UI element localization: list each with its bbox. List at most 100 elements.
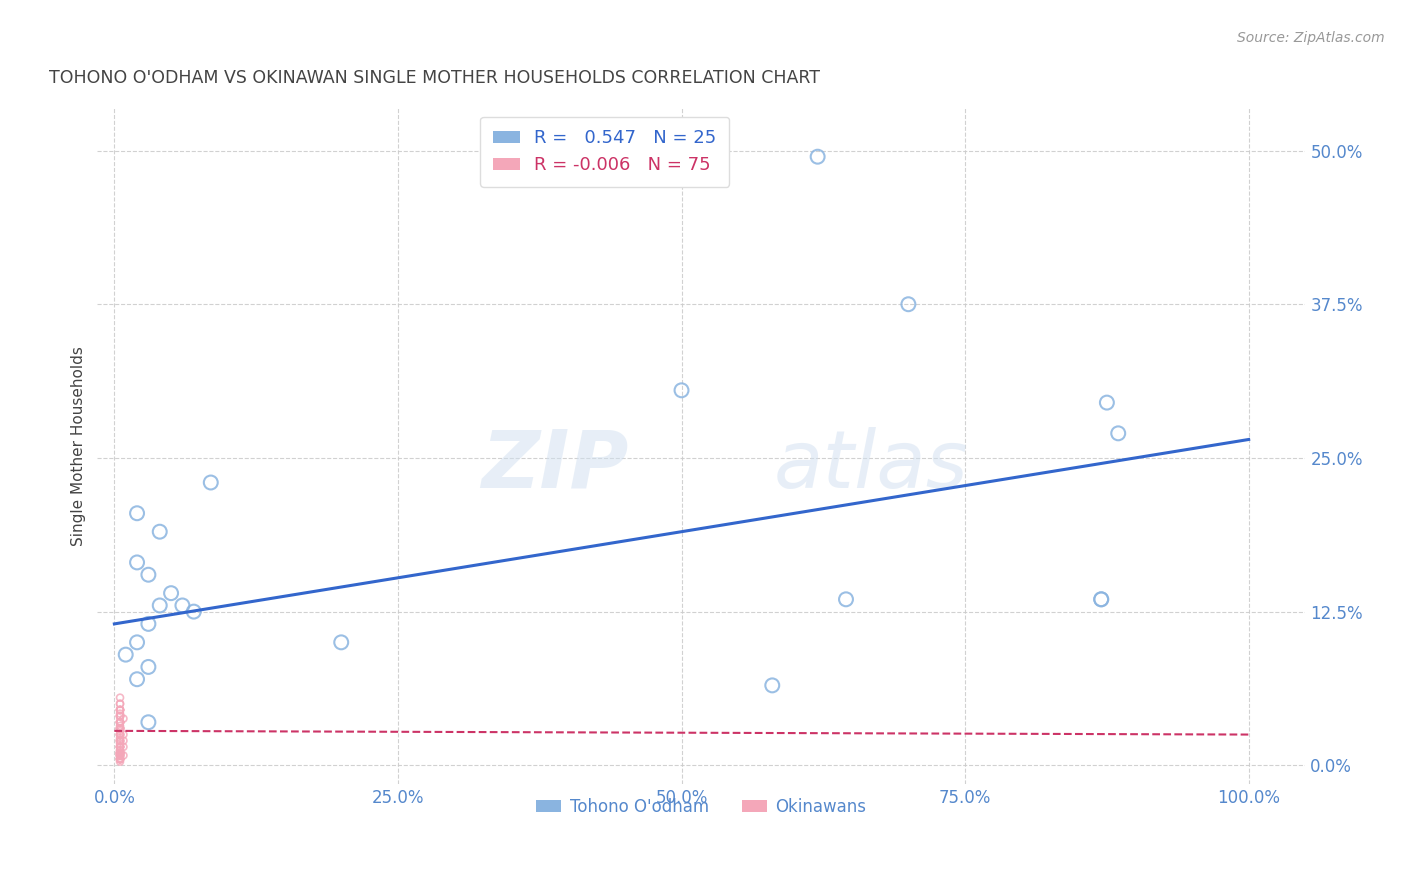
Point <box>108 722 131 736</box>
Point <box>108 746 131 760</box>
Point <box>108 733 131 747</box>
Point <box>108 739 131 754</box>
Point <box>108 697 131 711</box>
Point <box>138 715 160 730</box>
Point <box>897 297 920 311</box>
Text: atlas: atlas <box>773 427 969 505</box>
Point <box>108 748 131 763</box>
Point <box>108 722 131 736</box>
Point <box>108 746 131 760</box>
Point <box>108 748 131 763</box>
Point <box>1090 592 1112 607</box>
Point <box>114 648 136 662</box>
Point <box>108 733 131 747</box>
Point <box>108 751 131 765</box>
Point <box>112 733 135 747</box>
Point <box>108 709 131 723</box>
Point <box>108 722 131 736</box>
Point <box>125 672 148 686</box>
Point <box>108 752 131 766</box>
Point <box>108 727 131 741</box>
Point <box>108 715 131 730</box>
Point <box>108 715 131 730</box>
Point <box>108 739 131 754</box>
Text: TOHONO O'ODHAM VS OKINAWAN SINGLE MOTHER HOUSEHOLDS CORRELATION CHART: TOHONO O'ODHAM VS OKINAWAN SINGLE MOTHER… <box>49 69 820 87</box>
Point <box>108 739 131 754</box>
Point <box>183 605 205 619</box>
Point <box>108 727 131 741</box>
Point <box>108 733 131 747</box>
Point <box>108 747 131 762</box>
Point <box>108 709 131 723</box>
Point <box>108 703 131 717</box>
Point <box>108 709 131 723</box>
Point <box>835 592 858 607</box>
Point <box>108 697 131 711</box>
Point <box>1095 395 1118 409</box>
Point <box>108 746 131 760</box>
Point <box>108 731 131 746</box>
Point <box>108 739 131 754</box>
Point <box>108 706 131 721</box>
Point <box>125 506 148 520</box>
Text: ZIP: ZIP <box>481 427 628 505</box>
Point <box>112 748 135 763</box>
Point <box>108 748 131 763</box>
Point <box>108 739 131 754</box>
Legend: Tohono O'odham, Okinawans: Tohono O'odham, Okinawans <box>530 791 873 822</box>
Point <box>108 722 131 736</box>
Point <box>330 635 353 649</box>
Point <box>108 746 131 760</box>
Point <box>1090 592 1112 607</box>
Point <box>108 727 131 741</box>
Point <box>108 743 131 757</box>
Point <box>108 727 131 741</box>
Y-axis label: Single Mother Households: Single Mother Households <box>72 346 86 546</box>
Point <box>108 746 131 760</box>
Point <box>108 719 131 733</box>
Point <box>108 748 131 763</box>
Point <box>807 150 830 164</box>
Point <box>172 599 194 613</box>
Point <box>108 722 131 736</box>
Point <box>108 715 131 730</box>
Point <box>112 712 135 726</box>
Point <box>108 752 131 766</box>
Point <box>108 748 131 763</box>
Point <box>149 599 172 613</box>
Point <box>200 475 222 490</box>
Point <box>108 752 131 766</box>
Point <box>108 722 131 736</box>
Point <box>108 703 131 717</box>
Point <box>671 384 693 398</box>
Point <box>108 752 131 766</box>
Point <box>108 715 131 730</box>
Point <box>108 709 131 723</box>
Point <box>108 739 131 754</box>
Point <box>108 690 131 705</box>
Point <box>160 586 183 600</box>
Point <box>108 723 131 738</box>
Point <box>108 709 131 723</box>
Point <box>761 678 783 692</box>
Point <box>108 752 131 766</box>
Point <box>112 739 135 754</box>
Point <box>125 556 148 570</box>
Point <box>138 660 160 674</box>
Point <box>108 727 131 741</box>
Point <box>108 715 131 730</box>
Point <box>112 727 135 741</box>
Point <box>108 733 131 747</box>
Point <box>108 748 131 763</box>
Point <box>138 567 160 582</box>
Point <box>108 752 131 766</box>
Point <box>108 733 131 747</box>
Point <box>149 524 172 539</box>
Point <box>138 616 160 631</box>
Point <box>108 743 131 757</box>
Point <box>108 746 131 760</box>
Point <box>108 736 131 750</box>
Point <box>108 746 131 760</box>
Point <box>108 715 131 730</box>
Point <box>1107 426 1129 441</box>
